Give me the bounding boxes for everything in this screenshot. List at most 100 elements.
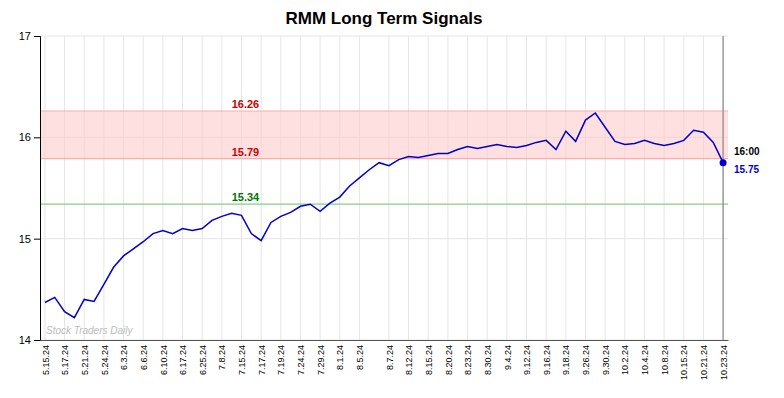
y-tick-mark: [34, 239, 40, 240]
x-tick-label: 9.4.24: [503, 345, 513, 370]
data-line: [45, 113, 723, 318]
x-tick-label: 9.26.24: [581, 345, 591, 375]
x-grid-line: [644, 36, 645, 340]
x-tick-label: 10.8.24: [660, 345, 670, 375]
reference-line: [40, 204, 728, 205]
marks: [40, 36, 728, 340]
x-tick: 6.3.24: [119, 340, 129, 370]
x-tick-label: 5.24.24: [100, 345, 110, 375]
x-tick-label: 6.6.24: [139, 345, 149, 370]
x-grid-line: [103, 36, 104, 340]
x-tick-label: 8.20.24: [444, 345, 454, 375]
x-tick-label: 6.17.24: [178, 345, 188, 375]
y-tick-mark: [34, 137, 40, 138]
last-point-value: 15.75: [734, 164, 759, 175]
last-point-vline: [722, 36, 723, 340]
reference-line-label: 15.34: [232, 191, 260, 203]
x-tick: 9.4.24: [503, 340, 513, 370]
y-grid-line: [40, 36, 728, 37]
x-tick: 9.18.24: [561, 340, 571, 375]
x-tick: 5.21.24: [80, 340, 90, 375]
x-grid-line: [428, 36, 429, 340]
x-tick-label: 9.30.24: [601, 345, 611, 375]
x-grid-line: [123, 36, 124, 340]
x-grid-line: [339, 36, 340, 340]
x-grid-line: [585, 36, 586, 340]
x-tick: 10.15.24: [679, 340, 689, 380]
x-tick-label: 10.4.24: [640, 345, 650, 375]
y-axis: 14151617: [19, 30, 41, 346]
y-tick-label: 14: [19, 334, 31, 346]
x-tick-label: 7.19.24: [276, 345, 286, 375]
x-grid-line: [241, 36, 242, 340]
x-grid-line: [261, 36, 262, 340]
x-grid-line: [703, 36, 704, 340]
x-grid-line: [202, 36, 203, 340]
x-tick: 5.17.24: [60, 340, 70, 375]
x-tick: 7.24.24: [296, 340, 306, 375]
x-tick: 8.15.24: [424, 340, 434, 375]
x-tick: 7.15.24: [237, 340, 247, 375]
x-tick: 9.16.24: [542, 340, 552, 375]
chart: 5.15.24 5.17.24 5.21.24 5.24.24 6.3.24 6.6.24…: [0, 0, 784, 398]
plot: 5.15.24 5.17.24 5.21.24 5.24.24 6.3.24 6.6.24…: [19, 30, 760, 380]
y-tick-mark: [34, 36, 40, 37]
x-tick-label: 7.17.24: [257, 345, 267, 375]
y-tick-label: 17: [19, 30, 31, 42]
x-tick: 5.15.24: [41, 340, 51, 375]
x-tick: 8.7.24: [385, 340, 395, 370]
x-grid-line: [388, 36, 389, 340]
x-grid-line: [280, 36, 281, 340]
x-grid-line: [447, 36, 448, 340]
x-grid-line: [359, 36, 360, 340]
x-tick-label: 10.21.24: [699, 345, 709, 380]
x-tick: 6.17.24: [178, 340, 188, 375]
reference-line-label: 16.26: [232, 98, 260, 110]
x-tick-label: 8.23.24: [463, 345, 473, 375]
x-tick: 10.8.24: [660, 340, 670, 375]
x-tick-label: 5.21.24: [80, 345, 90, 375]
x-grid-line: [64, 36, 65, 340]
y-axis-line: [34, 37, 41, 341]
x-tick-label: 7.29.24: [316, 345, 326, 375]
x-grid-line: [565, 36, 566, 340]
x-tick-label: 9.18.24: [561, 345, 571, 375]
x-grid-line: [143, 36, 144, 340]
reference-line-label: 15.79: [232, 146, 260, 158]
x-tick: 8.20.24: [444, 340, 454, 375]
x-tick: 10.4.24: [640, 340, 650, 375]
y-tick: 17: [19, 30, 40, 42]
x-grid-line: [723, 36, 724, 340]
x-tick: 9.26.24: [581, 340, 591, 375]
x-tick: 10.2.24: [620, 340, 630, 375]
x-tick-label: 10.23.24: [719, 345, 729, 380]
x-grid-line: [408, 36, 409, 340]
x-tick-label: 6.10.24: [159, 345, 169, 375]
x-tick-label: 6.25.24: [198, 345, 208, 375]
x-tick: 10.21.24: [699, 340, 709, 380]
x-tick: 10.23.24: [719, 340, 729, 380]
x-grid-line: [44, 36, 45, 340]
band: [40, 111, 728, 159]
x-tick-label: 8.1.24: [335, 345, 345, 370]
x-grid-line: [605, 36, 606, 340]
x-tick-label: 10.2.24: [620, 345, 630, 375]
x-grid-line: [487, 36, 488, 340]
x-grid-line: [624, 36, 625, 340]
x-grid-line: [221, 36, 222, 340]
x-grid-line: [546, 36, 547, 340]
x-tick-label: 8.7.24: [385, 345, 395, 370]
x-tick: 8.1.24: [335, 340, 345, 370]
x-tick-label: 5.15.24: [41, 345, 51, 375]
x-tick-label: 5.17.24: [60, 345, 70, 375]
grid: [40, 36, 728, 340]
x-grid-line: [467, 36, 468, 340]
x-tick-label: 7.15.24: [237, 345, 247, 375]
x-tick: 5.24.24: [100, 340, 110, 375]
x-tick: 7.19.24: [276, 340, 286, 375]
x-tick: 6.6.24: [139, 340, 149, 370]
x-grid-line: [664, 36, 665, 340]
x-tick-label: 6.3.24: [119, 345, 129, 370]
annotations: 16.2615.7915.34Stock Traders Daily16:001…: [46, 98, 760, 336]
reference-line: [40, 158, 728, 159]
